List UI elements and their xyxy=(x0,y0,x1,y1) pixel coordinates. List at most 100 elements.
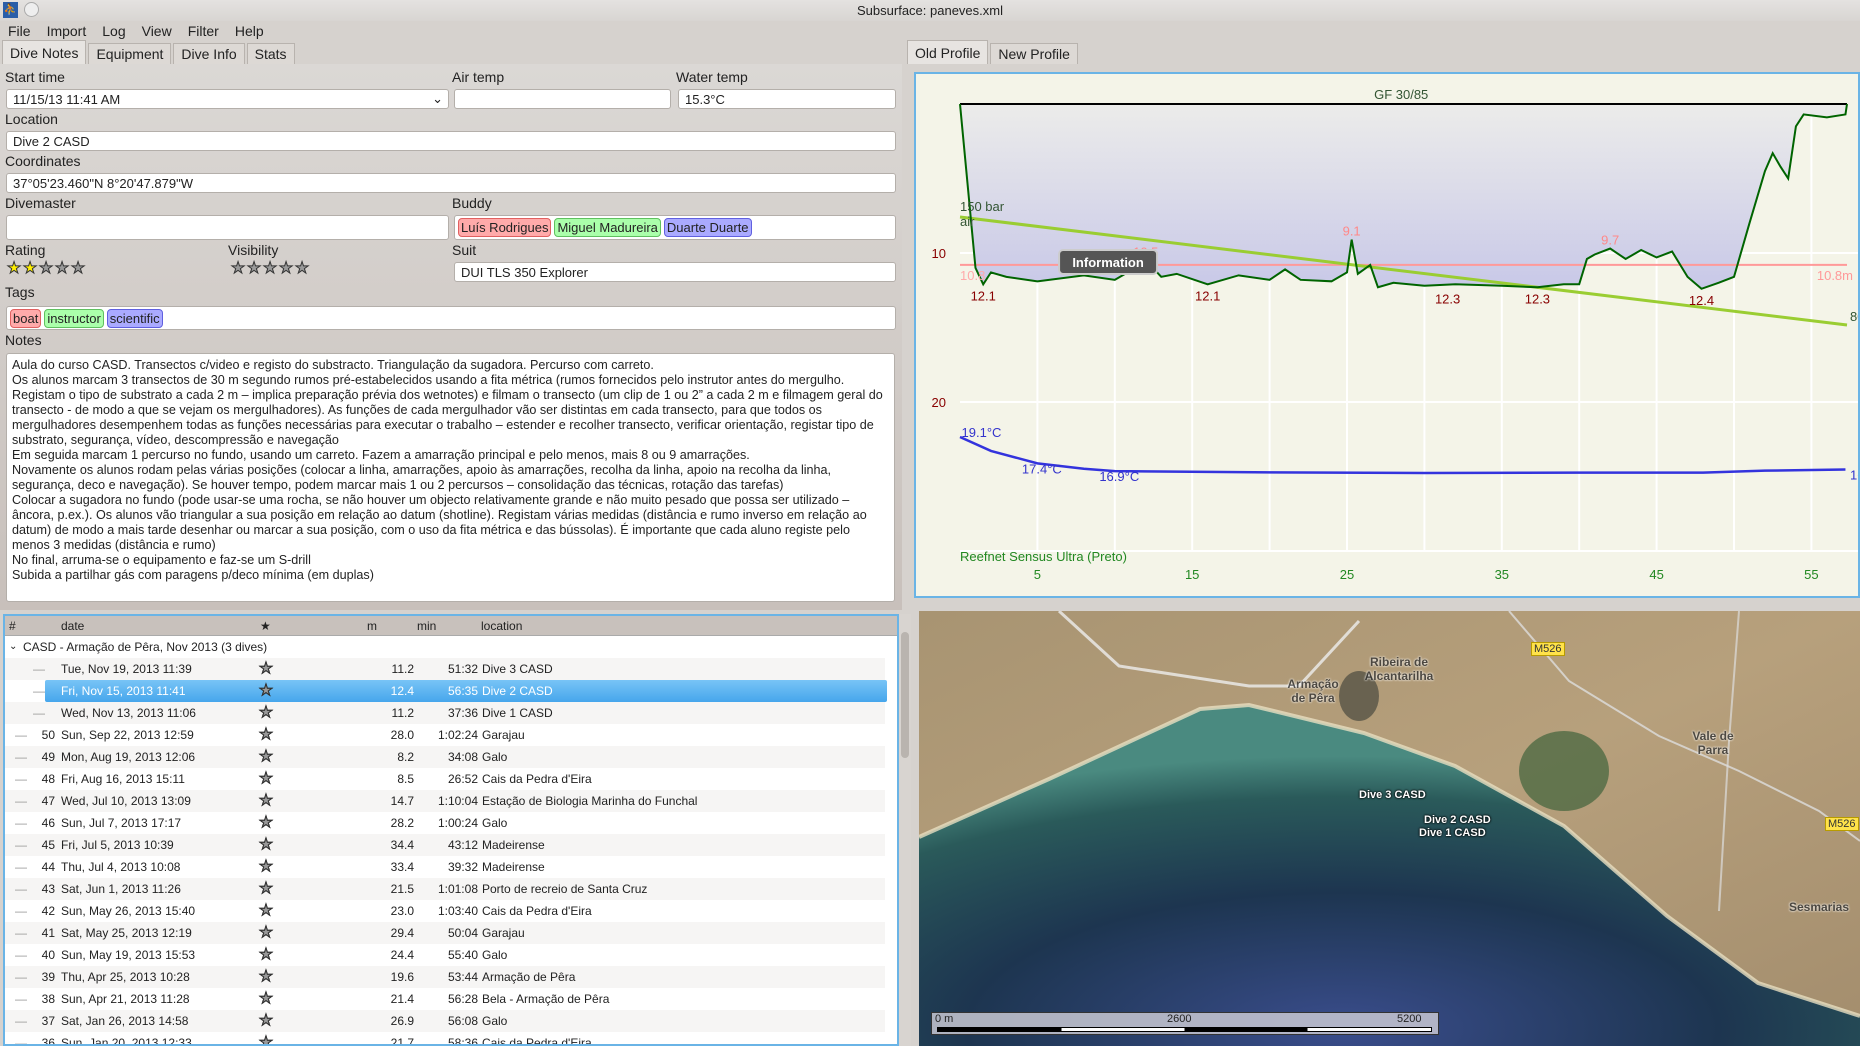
dive-row[interactable]: — Wed, Nov 13, 2013 11:06 ★ ★ ★ ★ ★ 11.2 37:36 Di… xyxy=(5,702,885,724)
star-icon[interactable]: ★ xyxy=(246,260,262,277)
column-number[interactable]: # xyxy=(9,619,16,633)
tags-field[interactable]: boat instructor scientific xyxy=(6,306,896,330)
menu-help[interactable]: Help xyxy=(234,23,264,39)
dive-row[interactable]: —50 Sun, Sep 22, 2013 12:59 ★ ★ ★ ★ ★ 28.0 1:02:… xyxy=(5,724,885,746)
buddy-chip[interactable]: Miguel Madureira xyxy=(554,218,661,237)
star-icon[interactable]: ★ xyxy=(38,260,54,277)
dive-row[interactable]: —37 Sat, Jan 26, 2013 14:58 ★ ★ ★ ★ ★ 26.9 56:08… xyxy=(5,1010,885,1032)
dive-row[interactable]: —38 Sun, Apr 21, 2013 11:28 ★ ★ ★ ★ ★ 21.4 56:28… xyxy=(5,988,885,1010)
star-icon[interactable]: ★ xyxy=(259,880,273,897)
star-icon[interactable]: ★ xyxy=(259,836,273,853)
star-icon[interactable]: ★ xyxy=(22,260,38,277)
dive-row[interactable]: —36 Sun, Jan 20, 2013 12:33 ★ ★ ★ ★ ★ 21.7 58:36… xyxy=(5,1032,885,1046)
dive-list-scrollbar[interactable] xyxy=(899,614,911,1046)
buddy-field[interactable]: Luís Rodrigues Miguel Madureira Duarte Dua… xyxy=(454,215,896,240)
column-depth[interactable]: m xyxy=(367,619,377,633)
star-icon[interactable]: ★ xyxy=(278,260,294,277)
star-icon[interactable]: ★ xyxy=(259,1034,273,1046)
star-icon[interactable]: ★ xyxy=(259,748,273,765)
star-icon[interactable]: ★ xyxy=(259,814,273,831)
dive-site-marker[interactable]: Dive 1 CASD xyxy=(1419,827,1486,839)
star-icon[interactable]: ★ xyxy=(259,946,273,963)
start-time-field[interactable]: 11/15/13 11:41 AM ⌄ xyxy=(6,89,449,109)
star-icon[interactable]: ★ xyxy=(259,880,273,897)
dive-row[interactable]: —46 Sun, Jul 7, 2013 17:17 ★ ★ ★ ★ ★ 28.2 1:00:2… xyxy=(5,812,885,834)
star-icon[interactable]: ★ xyxy=(259,1034,273,1046)
star-icon[interactable]: ★ xyxy=(259,880,273,897)
star-icon[interactable]: ★ xyxy=(259,858,273,875)
star-icon[interactable]: ★ xyxy=(259,726,273,743)
information-button[interactable] xyxy=(1058,249,1159,275)
star-icon[interactable]: ★ xyxy=(259,704,273,721)
star-icon[interactable]: ★ xyxy=(259,748,273,765)
divemaster-field[interactable] xyxy=(6,215,449,240)
map[interactable]: Armação de Pêra Ribeira de Alcantarilha Vale… xyxy=(919,611,1860,1046)
star-icon[interactable]: ★ xyxy=(259,770,273,787)
dive-site-marker[interactable]: Dive 2 CASD xyxy=(1424,814,1491,826)
star-icon[interactable]: ★ xyxy=(259,1034,273,1046)
star-icon[interactable]: ★ xyxy=(259,770,273,787)
star-icon[interactable]: ★ xyxy=(259,704,273,721)
tab-old-profile[interactable]: Old Profile xyxy=(907,40,989,64)
dive-row[interactable]: —49 Mon, Aug 19, 2013 12:06 ★ ★ ★ ★ ★ 8.2 34:08 G… xyxy=(5,746,885,768)
star-icon[interactable]: ★ xyxy=(259,990,273,1007)
star-icon[interactable]: ★ xyxy=(259,946,273,963)
star-icon[interactable]: ★ xyxy=(262,260,278,277)
star-icon[interactable]: ★ xyxy=(259,968,273,985)
star-icon[interactable]: ★ xyxy=(259,924,273,941)
star-icon[interactable]: ★ xyxy=(259,1012,273,1029)
star-icon[interactable]: ★ xyxy=(259,880,273,897)
star-icon[interactable]: ★ xyxy=(259,836,273,853)
star-icon[interactable]: ★ xyxy=(259,748,273,765)
star-icon[interactable]: ★ xyxy=(259,946,273,963)
star-icon[interactable]: ★ xyxy=(259,814,273,831)
star-icon[interactable]: ★ xyxy=(259,726,273,743)
star-icon[interactable]: ★ xyxy=(259,660,273,677)
chevron-down-icon[interactable]: ⌄ xyxy=(432,91,443,106)
star-icon[interactable]: ★ xyxy=(259,990,273,1007)
trip-row[interactable]: ⌄ CASD - Armação de Pêra, Nov 2013 (3 div… xyxy=(5,636,885,658)
star-icon[interactable]: ★ xyxy=(294,260,310,277)
star-icon[interactable]: ★ xyxy=(259,792,273,809)
dive-row[interactable]: —41 Sat, May 25, 2013 12:19 ★ ★ ★ ★ ★ 29.4 50:04… xyxy=(5,922,885,944)
menu-log[interactable]: Log xyxy=(102,23,126,39)
star-icon[interactable]: ★ xyxy=(6,260,22,277)
star-icon[interactable]: ★ xyxy=(259,1012,273,1029)
star-icon[interactable]: ★ xyxy=(259,902,273,919)
dive-row[interactable]: — Fri, Nov 15, 2013 11:41 ★ ★ ★ ★ ★ 12.4 56:35 Di… xyxy=(33,680,887,702)
star-icon[interactable]: ★ xyxy=(259,924,273,941)
tag-chip[interactable]: instructor xyxy=(44,309,104,328)
star-icon[interactable]: ★ xyxy=(259,836,273,853)
star-icon[interactable]: ★ xyxy=(259,902,273,919)
star-icon[interactable]: ★ xyxy=(259,902,273,919)
star-icon[interactable]: ★ xyxy=(259,660,273,677)
star-icon[interactable]: ★ xyxy=(259,924,273,941)
star-icon[interactable]: ★ xyxy=(259,682,273,699)
star-icon[interactable]: ★ xyxy=(259,682,273,699)
star-icon[interactable]: ★ xyxy=(259,1034,273,1046)
column-rating[interactable]: ★ xyxy=(260,619,271,633)
star-icon[interactable]: ★ xyxy=(259,726,273,743)
buddy-chip[interactable]: Luís Rodrigues xyxy=(458,218,552,237)
star-icon[interactable]: ★ xyxy=(259,660,273,677)
star-icon[interactable]: ★ xyxy=(259,968,273,985)
star-icon[interactable]: ★ xyxy=(259,682,273,699)
star-icon[interactable]: ★ xyxy=(259,748,273,765)
star-icon[interactable]: ★ xyxy=(259,836,273,853)
column-date[interactable]: date xyxy=(61,619,85,633)
dive-row[interactable]: —42 Sun, May 26, 2013 15:40 ★ ★ ★ ★ ★ 23.0 1:03:… xyxy=(5,900,885,922)
star-icon[interactable]: ★ xyxy=(259,946,273,963)
dive-row[interactable]: — Tue, Nov 19, 2013 11:39 ★ ★ ★ ★ ★ 11.2 51:32 Di… xyxy=(5,658,885,680)
visibility-stars[interactable]: ★ ★ ★ ★ ★ xyxy=(230,260,310,277)
star-icon[interactable]: ★ xyxy=(259,770,273,787)
star-icon[interactable]: ★ xyxy=(259,1012,273,1029)
tab-new-profile[interactable]: New Profile xyxy=(990,43,1078,64)
star-icon[interactable]: ★ xyxy=(259,1034,273,1046)
notes-textarea[interactable]: Aula do curso CASD. Transectos c/video e… xyxy=(6,353,895,602)
star-icon[interactable]: ★ xyxy=(259,792,273,809)
star-icon[interactable]: ★ xyxy=(259,858,273,875)
menu-filter[interactable]: Filter xyxy=(187,23,219,39)
chevron-down-icon[interactable]: ⌄ xyxy=(9,641,18,652)
dive-row[interactable]: —43 Sat, Jun 1, 2013 11:26 ★ ★ ★ ★ ★ 21.5 1:01:0… xyxy=(5,878,885,900)
star-icon[interactable]: ★ xyxy=(259,682,273,699)
